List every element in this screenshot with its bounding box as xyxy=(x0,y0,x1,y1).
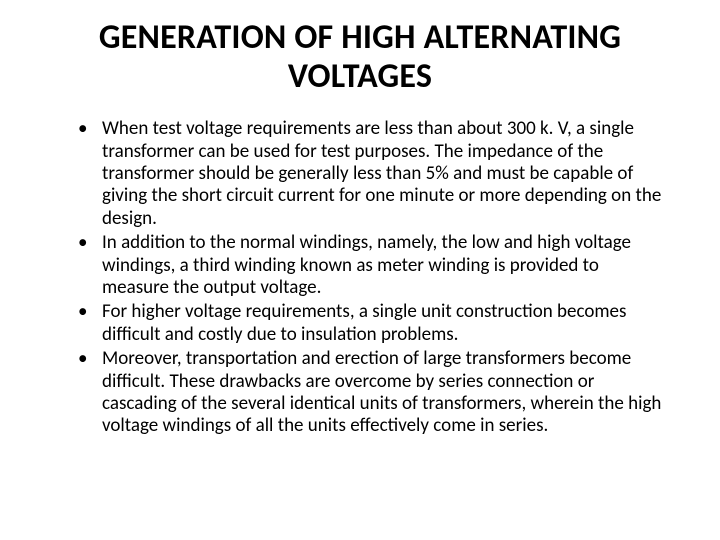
slide: GENERATION OF HIGH ALTERNATING VOLTAGES … xyxy=(0,0,720,540)
bullet-item: For higher voltage requirements, a singl… xyxy=(78,301,666,346)
bullet-item: When test voltage requirements are less … xyxy=(78,118,666,230)
slide-title: GENERATION OF HIGH ALTERNATING VOLTAGES xyxy=(48,18,672,96)
bullet-item: Moreover, transportation and erection of… xyxy=(78,348,666,438)
bullet-list: When test voltage requirements are less … xyxy=(48,118,672,438)
bullet-item: In addition to the normal windings, name… xyxy=(78,232,666,299)
